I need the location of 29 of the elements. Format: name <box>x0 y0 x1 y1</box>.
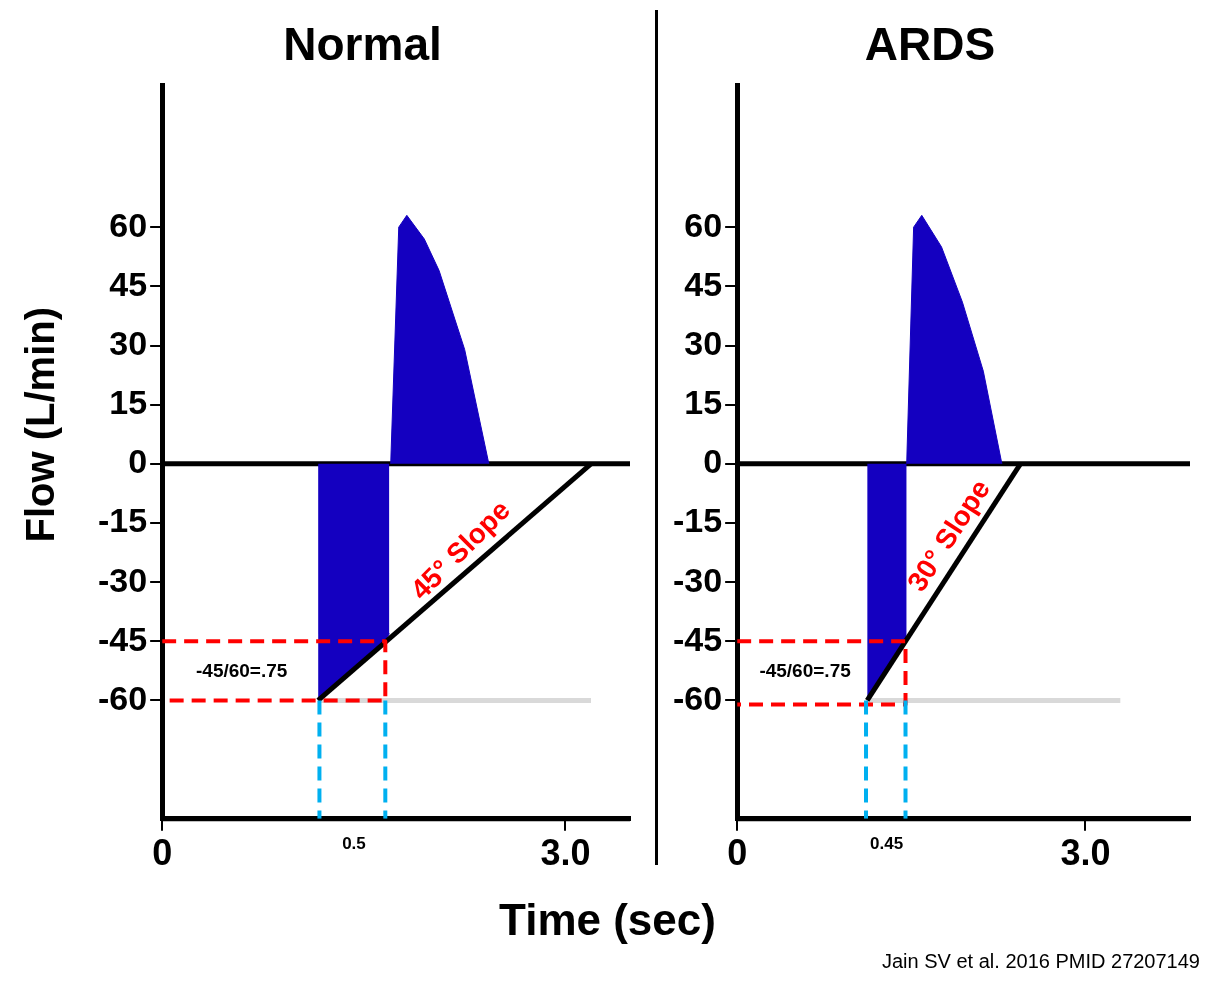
y-tick-label: -30 <box>98 560 148 599</box>
y-tick-label: -30 <box>673 560 723 599</box>
y-tick-label: -45 <box>98 619 148 658</box>
y-tick-label: -45 <box>673 619 723 658</box>
y-tick-label: 0 <box>703 442 723 481</box>
text: 0.5 <box>342 834 366 854</box>
text: Jain SV et al. 2016 PMID 27207149 <box>882 950 1200 973</box>
x-tick-label: 3.0 <box>540 832 591 874</box>
y-tick-label: 60 <box>109 205 148 244</box>
chart-title: ARDS <box>864 18 996 71</box>
y-tick-label: 30 <box>109 323 148 362</box>
y-tick-label: 30 <box>684 323 723 362</box>
y-tick-label: -15 <box>673 501 723 540</box>
y-axis-title: Flow (L/min) <box>17 306 63 543</box>
annotation: -45/60=.75 <box>195 660 288 682</box>
y-tick-label: 45 <box>684 264 723 303</box>
y-tick-label: 0 <box>128 442 148 481</box>
y-tick-label: 45 <box>109 264 148 303</box>
y-tick-label: 15 <box>684 383 723 422</box>
text: 0.45 <box>870 834 904 854</box>
y-tick-label: 60 <box>684 205 723 244</box>
y-tick-label: -60 <box>98 678 148 717</box>
y-tick-label: -15 <box>98 501 148 540</box>
annotation: -45/60=.75 <box>759 660 852 682</box>
y-tick-label: -60 <box>673 678 723 717</box>
x-axis-title: Time (sec) <box>498 895 717 945</box>
chart-title: Normal <box>283 18 442 71</box>
x-tick-label: 3.0 <box>1060 832 1111 874</box>
y-tick-label: 15 <box>109 383 148 422</box>
